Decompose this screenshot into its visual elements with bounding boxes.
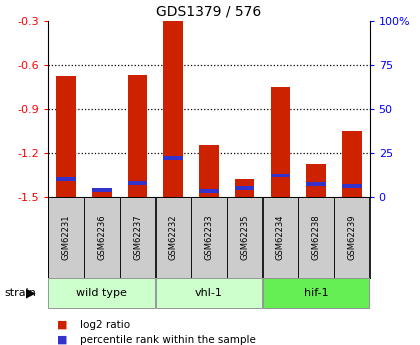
Bar — [84, 197, 120, 278]
Bar — [235, 179, 255, 197]
Text: GSM62237: GSM62237 — [133, 214, 142, 260]
Bar — [334, 197, 370, 278]
Bar — [306, 183, 326, 186]
Text: ■: ■ — [57, 320, 67, 330]
Bar — [199, 145, 219, 197]
Text: GSM62231: GSM62231 — [62, 215, 71, 260]
Text: GSM62233: GSM62233 — [205, 214, 213, 260]
Bar — [56, 177, 76, 181]
Bar — [163, 156, 183, 160]
Bar — [342, 184, 362, 188]
Text: GSM62234: GSM62234 — [276, 215, 285, 260]
Bar — [92, 189, 112, 197]
Bar — [270, 87, 290, 197]
Bar — [128, 181, 147, 185]
Title: GDS1379 / 576: GDS1379 / 576 — [156, 4, 262, 18]
Bar — [298, 197, 334, 278]
Text: GSM62232: GSM62232 — [169, 215, 178, 260]
Bar — [155, 197, 191, 278]
Text: GSM62236: GSM62236 — [97, 214, 106, 260]
Text: GSM62239: GSM62239 — [347, 215, 356, 260]
Bar — [235, 186, 255, 190]
Bar — [306, 165, 326, 197]
Bar — [227, 197, 262, 278]
Bar — [120, 197, 155, 278]
Bar — [342, 131, 362, 197]
Bar — [262, 278, 370, 308]
Bar — [163, 21, 183, 197]
Bar — [199, 189, 219, 193]
Bar — [48, 197, 84, 278]
Text: wild type: wild type — [76, 288, 127, 298]
Text: hif-1: hif-1 — [304, 288, 328, 298]
Bar — [48, 278, 155, 308]
Bar — [92, 188, 112, 191]
Text: GSM62235: GSM62235 — [240, 215, 249, 260]
Text: percentile rank within the sample: percentile rank within the sample — [80, 335, 256, 345]
Bar — [270, 174, 290, 177]
Bar — [128, 75, 147, 197]
Bar — [262, 197, 298, 278]
Text: ▶: ▶ — [26, 287, 35, 300]
Text: GSM62238: GSM62238 — [312, 214, 320, 260]
Text: strain: strain — [4, 288, 36, 298]
Text: log2 ratio: log2 ratio — [80, 320, 130, 330]
Text: vhl-1: vhl-1 — [195, 288, 223, 298]
Bar — [191, 197, 227, 278]
Bar — [155, 278, 262, 308]
Text: ■: ■ — [57, 335, 67, 345]
Bar — [56, 77, 76, 197]
